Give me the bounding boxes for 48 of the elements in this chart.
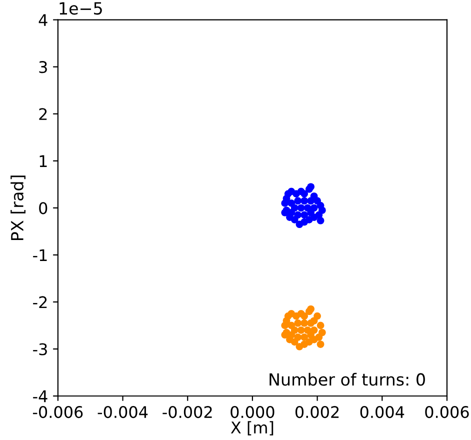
x-tick-label: 0.002 [295,406,339,418]
y-axis-title: PX [rad] [10,176,26,240]
y-tick-label: 2 [39,108,47,120]
y-tick-label: -2 [33,296,47,308]
point [307,208,314,216]
y-tick-label: -4 [33,390,48,402]
x-tick-label: -0.004 [98,406,148,418]
point [288,208,296,216]
x-tick-label: 0.004 [360,406,404,418]
x-tick-label: 0.000 [230,406,274,418]
point [307,183,314,190]
point [316,322,324,330]
point [288,322,296,330]
point [300,334,308,341]
point [294,319,302,327]
y-tick-label: 1 [40,155,47,167]
point [300,211,308,219]
x-axis-title: X [m] [230,421,274,436]
point [300,312,308,320]
point [316,216,324,224]
y-tick-label: 3 [39,61,47,74]
point [314,312,321,320]
point [300,197,308,205]
point [294,211,302,219]
x-tick-label: -0.006 [32,406,83,418]
x-tick-label: 0.006 [425,406,469,418]
point [288,331,296,339]
point [297,326,305,334]
y-tick-label: -1 [33,249,47,261]
point [294,197,302,205]
point [296,220,304,228]
point [300,319,308,327]
text: 1e−5 [60,2,102,15]
point [307,305,314,313]
point [300,190,308,198]
point [294,334,302,341]
point [307,197,314,205]
point [307,319,314,327]
point [296,342,304,350]
point [307,331,314,339]
point [297,204,305,212]
point [288,200,296,207]
x-tick-label: -0.002 [162,406,212,418]
y-tick-label: 4 [38,14,48,26]
y-tick-label: -3 [33,343,47,356]
y-tick-label: 0 [39,202,48,214]
point [316,340,324,348]
annotation: Number of turns: 0 [270,372,425,386]
